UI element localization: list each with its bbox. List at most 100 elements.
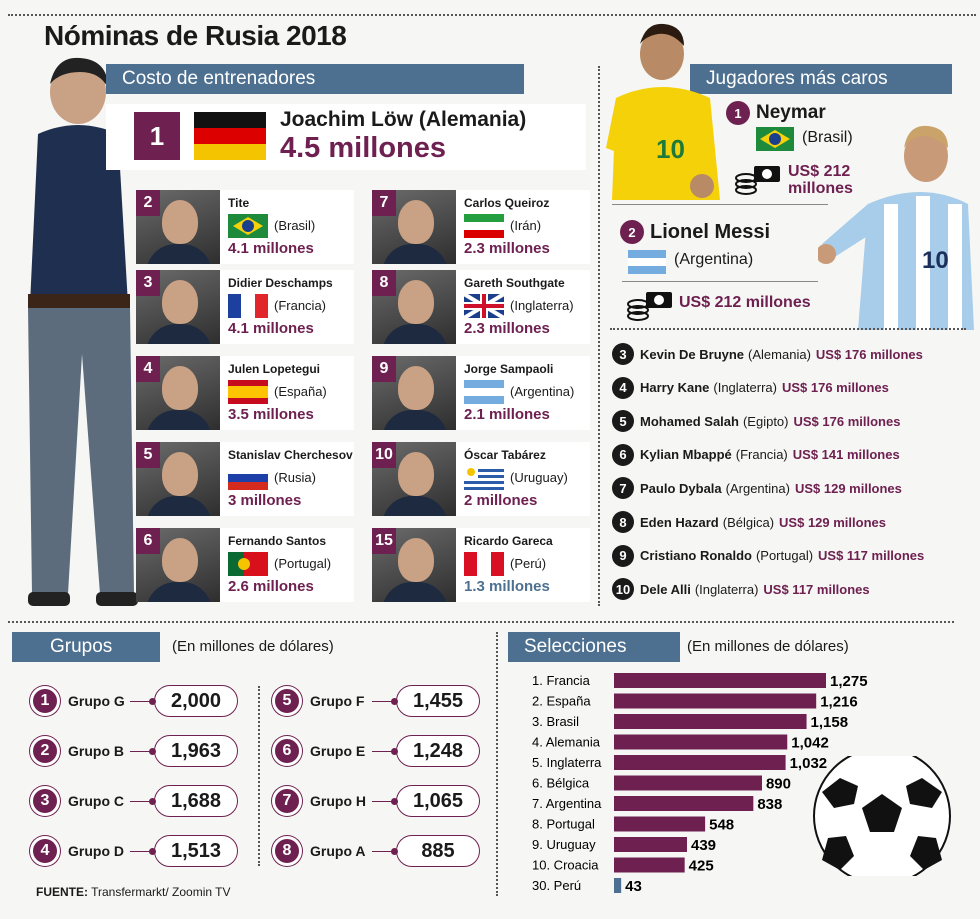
coach-amount: 1.3 millones bbox=[464, 578, 550, 595]
player-1-rank: 1 bbox=[726, 101, 750, 125]
francia-flag-icon bbox=[228, 294, 268, 318]
team-value-label: 439 bbox=[691, 837, 716, 854]
group-row: 8 Grupo A 885 bbox=[272, 834, 480, 868]
coach-card: 3 Didier Deschamps (Francia) 4.1 millones bbox=[136, 270, 354, 344]
team-label: 7. Argentina bbox=[532, 796, 602, 811]
group-rank: 1 bbox=[30, 686, 60, 716]
team-label: 6. Bélgica bbox=[532, 776, 590, 791]
uk-flag-icon bbox=[464, 294, 504, 318]
top-coach-rank: 1 bbox=[134, 112, 180, 160]
team-label: 1. Francia bbox=[532, 673, 591, 688]
coach-card: 6 Fernando Santos (Portugal) 2.6 millones bbox=[136, 528, 354, 602]
group-rank: 4 bbox=[30, 836, 60, 866]
coach-card: 7 Carlos Queiroz (Irán) 2.3 millones bbox=[372, 190, 590, 264]
coach-name: Ricardo Gareca bbox=[464, 534, 553, 548]
argentina-flag-icon bbox=[464, 380, 504, 404]
player-amount: US$ 176 millones bbox=[793, 413, 901, 429]
group-label: Grupo A bbox=[310, 843, 366, 859]
team-bar bbox=[614, 857, 685, 873]
group-connector bbox=[372, 847, 398, 855]
coach-country: (Uruguay) bbox=[510, 470, 568, 485]
team-label: 8. Portugal bbox=[532, 817, 595, 832]
player-name: Mohamed Salah bbox=[640, 413, 739, 429]
coach-card: 10 Óscar Tabárez (Uruguay) 2 millones bbox=[372, 442, 590, 516]
argentina-flag-icon bbox=[628, 250, 666, 274]
player-name: Harry Kane bbox=[640, 380, 710, 396]
team-bar bbox=[614, 673, 826, 688]
player-country: (Alemania) bbox=[748, 346, 811, 362]
player-name: Paulo Dybala bbox=[640, 480, 722, 496]
team-label: 2. España bbox=[532, 694, 591, 709]
player-rank: 10 bbox=[612, 578, 634, 601]
espana-flag-icon bbox=[228, 380, 268, 404]
team-bar bbox=[614, 755, 786, 770]
player-rank: 6 bbox=[612, 443, 634, 466]
player-1-amount-line2: millones bbox=[788, 180, 853, 197]
group-rank: 6 bbox=[272, 736, 302, 766]
player-country: (Bélgica) bbox=[722, 514, 775, 530]
svg-text:10: 10 bbox=[922, 247, 949, 274]
group-row: 3 Grupo C 1,688 bbox=[30, 784, 238, 818]
team-value-label: 43 bbox=[625, 878, 642, 895]
group-row: 1 Grupo G 2,000 bbox=[30, 684, 238, 718]
player-row: 5 Mohamed Salah (Egipto) US$ 176 millones bbox=[612, 410, 901, 433]
coach-name: Julen Lopetegui bbox=[228, 362, 321, 376]
coach-name: Óscar Tabárez bbox=[464, 448, 546, 462]
player-amount: US$ 141 millones bbox=[792, 447, 900, 463]
team-value-label: 1,216 bbox=[820, 694, 858, 711]
coach-amount: 4.1 millones bbox=[228, 320, 314, 337]
peru-flag-icon bbox=[464, 552, 504, 576]
groups-divider bbox=[258, 686, 260, 866]
soccer-ball-icon bbox=[813, 756, 951, 876]
coach-amount: 4.1 millones bbox=[228, 240, 314, 257]
teams-header: Selecciones bbox=[508, 632, 680, 662]
coach-rank: 9 bbox=[372, 356, 396, 382]
coach-name: Tite bbox=[228, 196, 250, 210]
team-bar bbox=[614, 816, 706, 832]
group-label: Grupo E bbox=[310, 743, 366, 759]
coach-country: (Rusia) bbox=[274, 470, 316, 485]
brasil-flag-icon bbox=[756, 127, 794, 151]
group-rank: 8 bbox=[272, 836, 302, 866]
player-1-name: Neymar bbox=[756, 102, 826, 123]
groups-header-label: Grupos bbox=[50, 636, 113, 657]
vertical-divider-bottom bbox=[496, 632, 498, 896]
group-connector bbox=[372, 697, 398, 705]
teams-header-label: Selecciones bbox=[524, 636, 627, 657]
team-label: 9. Uruguay bbox=[532, 837, 596, 852]
group-value: 885 bbox=[396, 835, 480, 867]
coach-rank: 3 bbox=[136, 270, 160, 296]
teams-bar-chart: 1. Francia 1,275 2. España 1,216 3. Brasil 1,… bbox=[532, 673, 868, 895]
group-value: 1,963 bbox=[154, 735, 238, 767]
coach-rank: 7 bbox=[372, 190, 396, 216]
team-bar bbox=[614, 837, 687, 852]
coach-amount: 3.5 millones bbox=[228, 406, 314, 423]
coach-name: Didier Deschamps bbox=[228, 276, 333, 290]
page-title: Nóminas de Rusia 2018 bbox=[44, 20, 347, 51]
group-value: 1,455 bbox=[396, 685, 480, 717]
coach-card: 5 Stanislav Cherchesov (Rusia) 3 millones bbox=[136, 442, 354, 516]
player-row: 6 Kylian Mbappé (Francia) US$ 141 millones bbox=[612, 443, 900, 466]
group-connector bbox=[130, 697, 156, 705]
top-coach-card: 1 Joachim Löw (Alemania) 4.5 millones bbox=[106, 104, 586, 170]
player-name: Kevin De Bruyne bbox=[640, 346, 745, 362]
coaches-header-label: Costo de entrenadores bbox=[122, 68, 316, 89]
player-row: 9 Cristiano Ronaldo (Portugal) US$ 117 mill… bbox=[612, 544, 924, 567]
group-rank: 7 bbox=[272, 786, 302, 816]
player-2-name: Lionel Messi bbox=[650, 220, 771, 243]
coach-card: 15 Ricardo Gareca (Perú) 1.3 millones bbox=[372, 528, 590, 602]
money-icon bbox=[627, 292, 672, 321]
group-connector bbox=[130, 847, 156, 855]
player-2-amount: US$ 212 millones bbox=[679, 294, 811, 311]
player-row: 3 Kevin De Bruyne (Alemania) US$ 176 millon… bbox=[612, 343, 923, 365]
player-1-amount-line1: US$ 212 bbox=[788, 163, 851, 180]
players-header-label: Jugadores más caros bbox=[706, 68, 888, 89]
coach-country: (Francia) bbox=[274, 298, 327, 313]
coach-name: Gareth Southgate bbox=[464, 276, 565, 290]
top-rule bbox=[8, 14, 976, 16]
player-country: (Egipto) bbox=[742, 413, 789, 429]
group-rank: 2 bbox=[30, 736, 60, 766]
team-value-label: 1,042 bbox=[791, 735, 829, 752]
coach-country: (Perú) bbox=[510, 556, 547, 571]
